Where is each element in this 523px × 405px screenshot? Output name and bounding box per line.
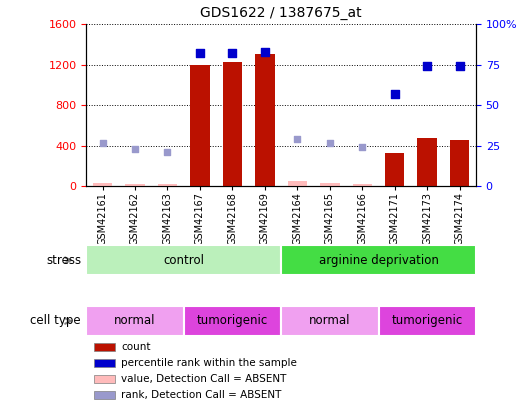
Text: tumorigenic: tumorigenic xyxy=(197,314,268,328)
Bar xyxy=(86,245,281,275)
Bar xyxy=(450,140,470,186)
Point xyxy=(131,146,139,152)
Bar xyxy=(281,245,476,275)
Bar xyxy=(353,184,372,186)
Bar xyxy=(190,65,210,186)
Point xyxy=(456,63,464,70)
Text: count: count xyxy=(121,342,151,352)
Point xyxy=(260,49,269,55)
Text: cell type: cell type xyxy=(30,314,81,328)
Bar xyxy=(417,138,437,186)
Point xyxy=(293,136,302,143)
Bar xyxy=(94,375,115,383)
Bar xyxy=(94,359,115,367)
Point xyxy=(163,149,172,156)
Point xyxy=(423,63,431,70)
Bar xyxy=(94,343,115,351)
Point xyxy=(228,50,236,57)
Bar xyxy=(184,306,281,336)
Text: normal: normal xyxy=(114,314,156,328)
Title: GDS1622 / 1387675_at: GDS1622 / 1387675_at xyxy=(200,6,362,21)
Point xyxy=(358,144,367,151)
Text: percentile rank within the sample: percentile rank within the sample xyxy=(121,358,297,368)
Point xyxy=(391,91,399,97)
Bar xyxy=(320,183,339,186)
Point xyxy=(98,139,107,146)
Bar xyxy=(379,306,476,336)
Bar xyxy=(385,153,404,186)
Bar xyxy=(223,62,242,186)
Bar xyxy=(126,184,145,186)
Bar xyxy=(255,54,275,186)
Text: value, Detection Call = ABSENT: value, Detection Call = ABSENT xyxy=(121,374,287,384)
Point xyxy=(326,139,334,146)
Bar xyxy=(288,181,307,186)
Bar xyxy=(93,183,112,186)
Point xyxy=(196,50,204,57)
Bar xyxy=(281,306,379,336)
Text: control: control xyxy=(163,254,204,267)
Text: arginine deprivation: arginine deprivation xyxy=(319,254,438,267)
Text: tumorigenic: tumorigenic xyxy=(392,314,463,328)
Bar xyxy=(94,390,115,399)
Bar xyxy=(158,184,177,186)
Bar xyxy=(86,306,184,336)
Text: stress: stress xyxy=(46,254,81,267)
Text: rank, Detection Call = ABSENT: rank, Detection Call = ABSENT xyxy=(121,390,282,400)
Text: normal: normal xyxy=(309,314,350,328)
